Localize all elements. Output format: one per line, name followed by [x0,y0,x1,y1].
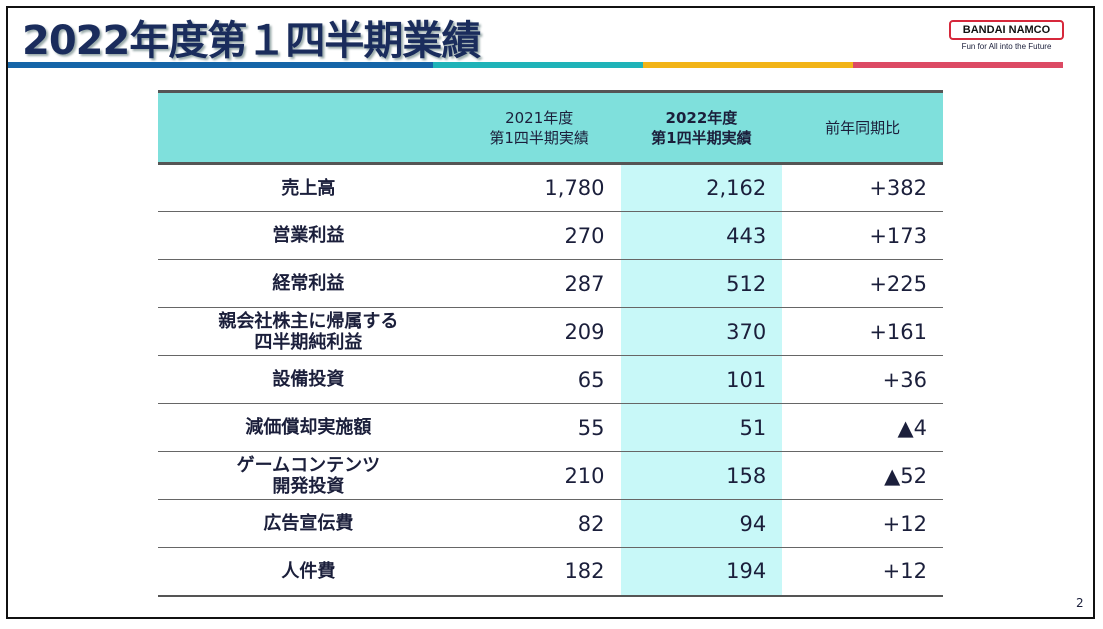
table-header: 2021年度 第1四半期実績 2022年度 第1四半期実績 前年同期比 [158,91,943,164]
curr-value: 194 [620,547,783,596]
logo-wordmark: BANDAI NAMCO [949,20,1064,40]
row-label: 広告宣伝費 [263,513,354,534]
diff-value: +173 [869,223,927,248]
curr-value: 158 [620,451,783,500]
prev-value: 55 [577,415,605,440]
header-prev: 2021年度 第1四半期実績 [489,108,589,147]
table-row: 広告宣伝費 82 94 +12 [158,499,943,548]
curr-value: 512 [620,259,783,308]
logo-tagline: Fun for All into the Future [961,42,1052,51]
stripe-yellow [643,62,853,68]
row-label: ゲームコンテンツ 開発投資 [236,454,381,497]
prev-value: 287 [564,271,605,296]
table-row: 売上高 1,780 2,162 +382 [158,163,943,212]
prev-value: 270 [564,223,605,248]
diff-value: ▲52 [884,463,927,488]
slide-frame [6,6,1095,619]
table-row: 営業利益 270 443 +173 [158,211,943,260]
row-label: 減価償却実施額 [245,417,372,438]
diff-value: +12 [882,559,927,584]
diff-value: +225 [869,271,927,296]
results-table: 2021年度 第1四半期実績 2022年度 第1四半期実績 前年同期比 売上高 1… [158,90,943,597]
table-row: ゲームコンテンツ 開発投資 210 158 ▲52 [158,451,943,500]
curr-value: 94 [620,499,783,548]
row-label: 人件費 [281,560,336,582]
row-label: 親会社株主に帰属する 四半期純利益 [218,310,399,353]
curr-value: 2,162 [620,163,783,212]
diff-value: +382 [869,176,927,200]
curr-value: 101 [620,355,783,404]
prev-value: 82 [577,511,605,536]
curr-value: 370 [620,307,783,356]
row-label: 経常利益 [272,273,345,294]
table-row: 親会社株主に帰属する 四半期純利益 209 370 +161 [158,307,943,356]
slide-title: 2022年度第１四半期業績 [22,18,481,64]
row-label: 設備投資 [272,369,345,390]
page-number: 2 [1076,596,1084,610]
brand-logo: BANDAI NAMCO Fun for All into the Future [949,20,1064,51]
table-row: 人件費 182 194 +12 [158,547,943,596]
header-diff: 前年同期比 [825,118,901,137]
curr-value: 443 [620,211,783,260]
row-label: 営業利益 [272,225,345,246]
row-label: 売上高 [281,177,336,199]
table-row: 設備投資 65 101 +36 [158,355,943,404]
diff-value: +36 [882,367,927,392]
prev-value: 65 [577,367,605,392]
prev-value: 182 [564,559,605,584]
prev-value: 209 [564,319,605,344]
stripe-red [853,62,1063,68]
diff-value: +161 [869,319,927,344]
diff-value: +12 [882,511,927,536]
prev-value: 210 [564,463,605,488]
header-curr: 2022年度 第1四半期実績 [651,108,752,147]
header-label [158,92,458,164]
curr-value: 51 [620,403,783,452]
prev-value: 1,780 [544,176,605,200]
table-row: 経常利益 287 512 +225 [158,259,943,308]
stripe-blue [8,62,433,68]
table-row: 減価償却実施額 55 51 ▲4 [158,403,943,452]
stripe-teal [433,62,643,68]
diff-value: ▲4 [897,415,927,440]
